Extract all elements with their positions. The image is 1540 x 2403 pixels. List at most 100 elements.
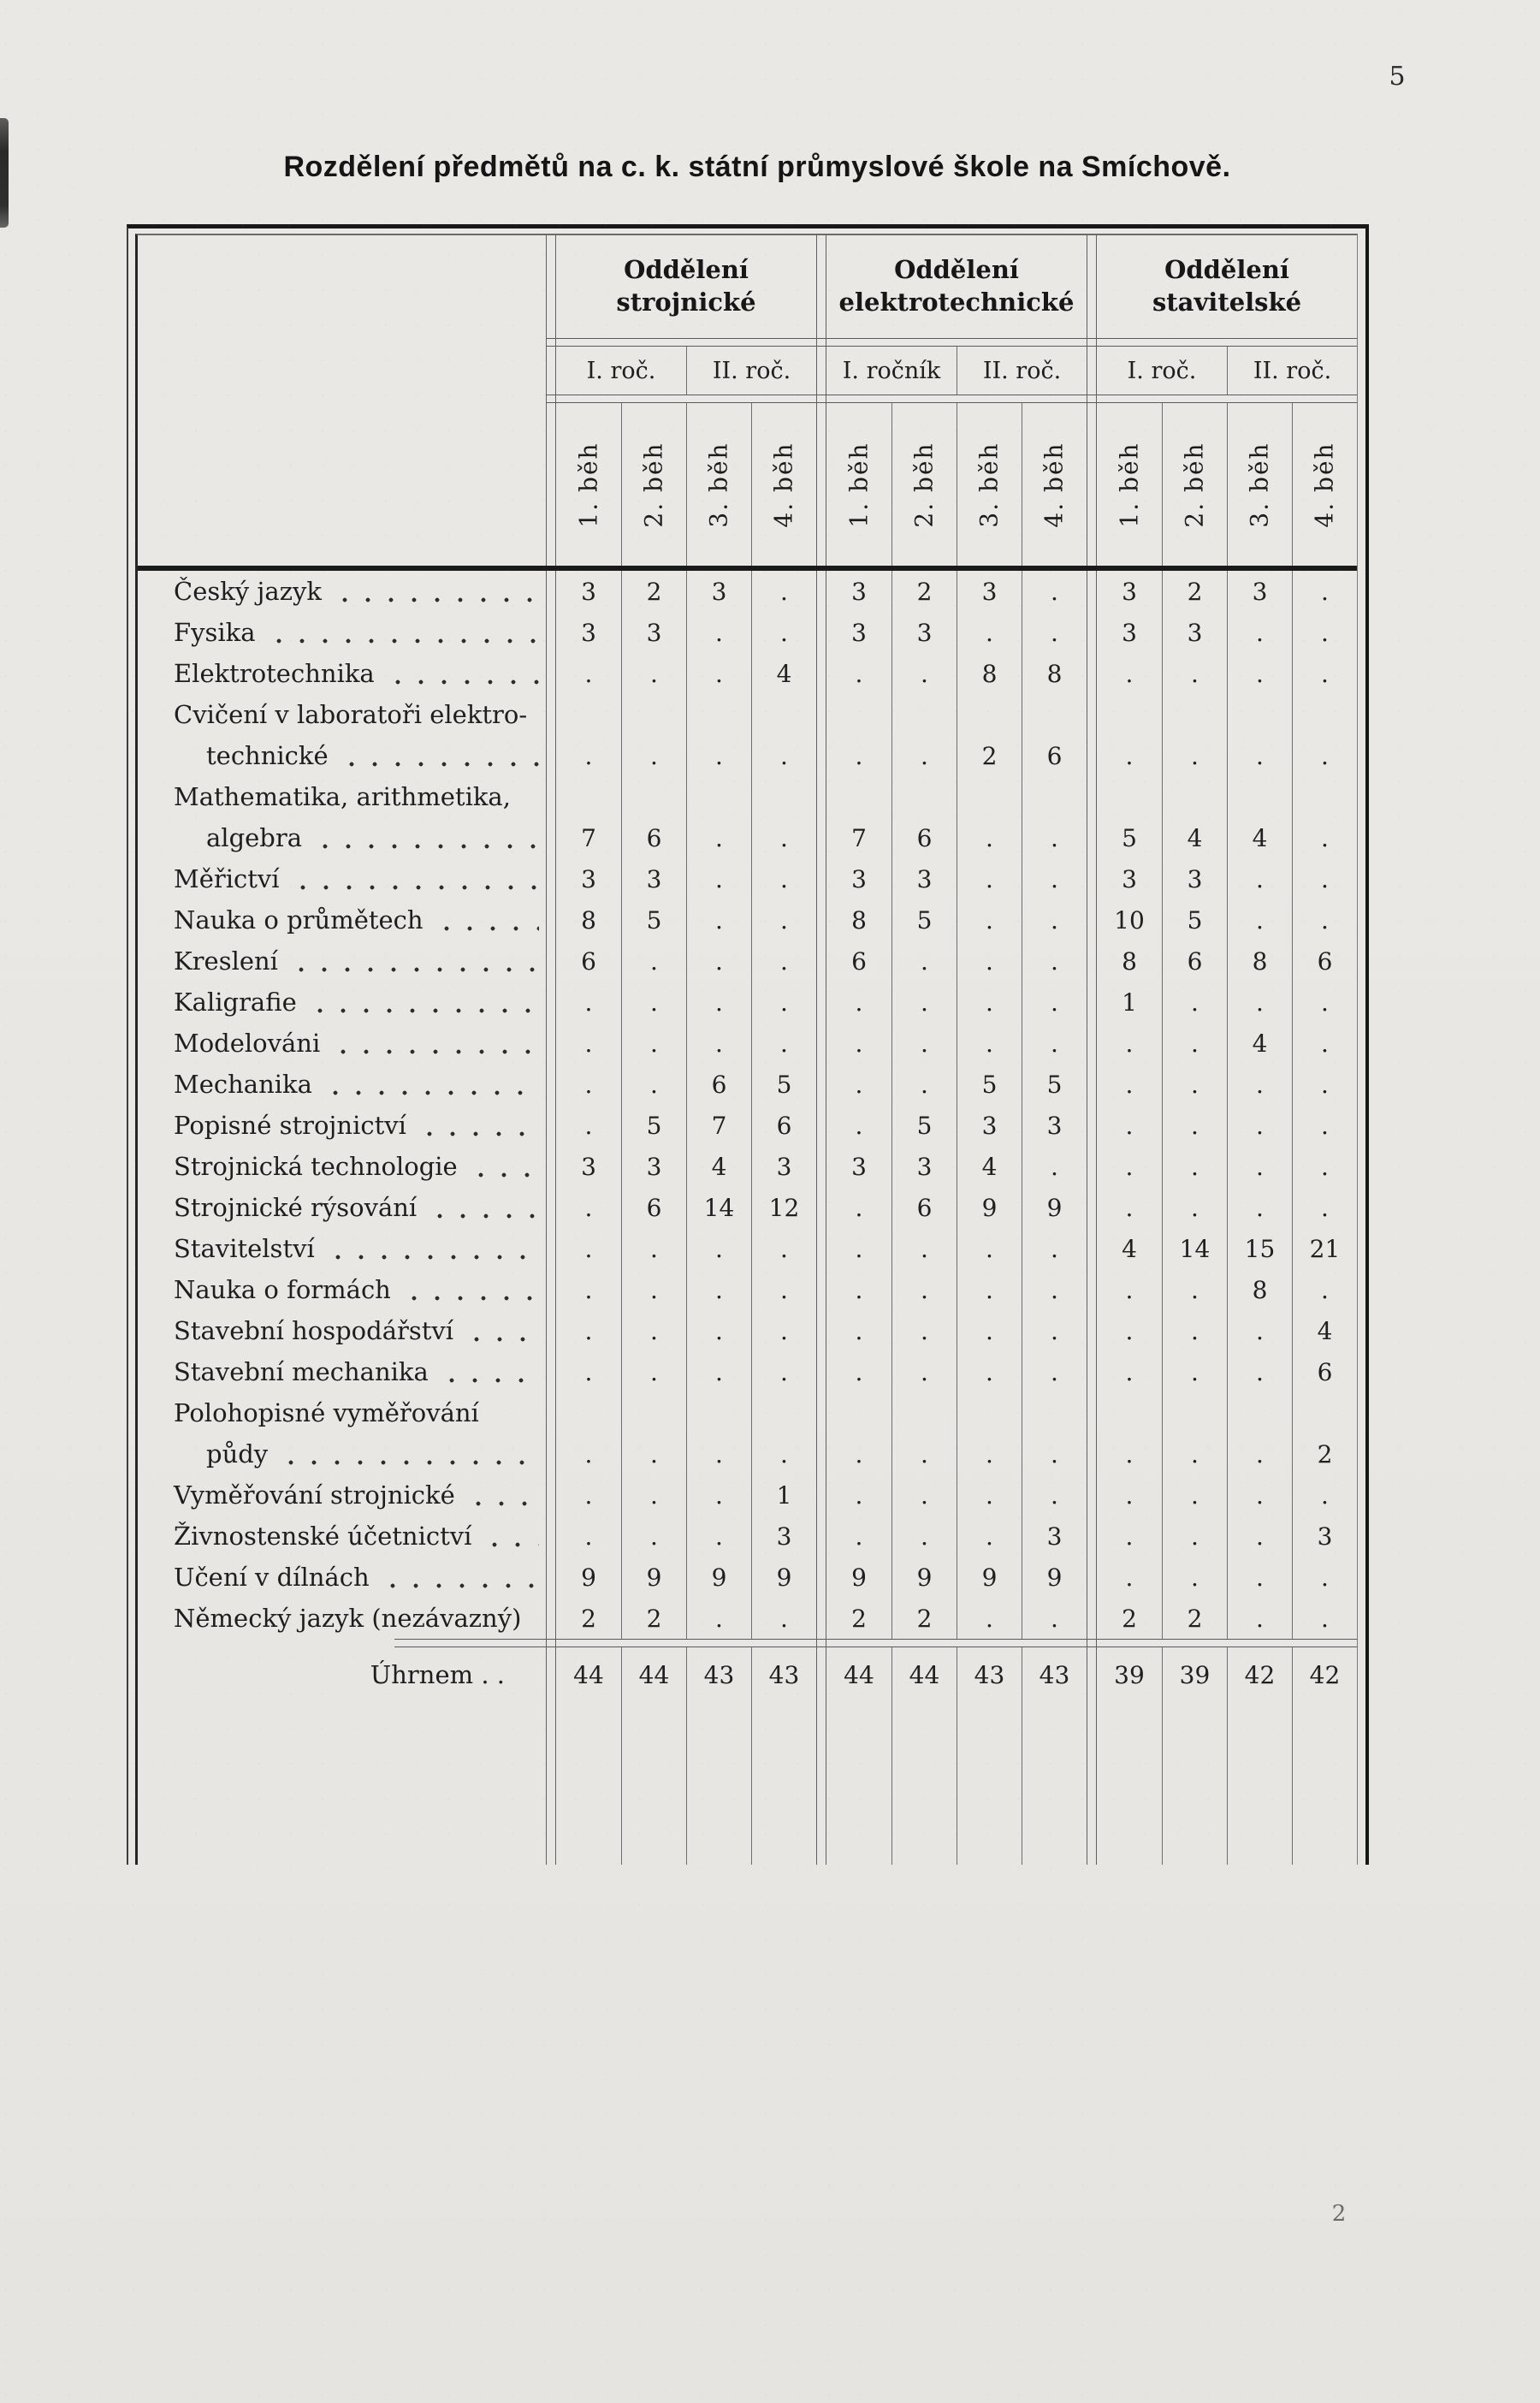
value-cell: . bbox=[556, 982, 621, 1023]
value-cell: 6 bbox=[891, 1187, 957, 1228]
column-separator bbox=[816, 571, 826, 612]
subject-row: Stavební mechanika........... 6 bbox=[138, 1351, 1357, 1392]
value-cell: . bbox=[1162, 1351, 1227, 1392]
subject-label: Mechanika bbox=[138, 1064, 546, 1105]
value-cell: . bbox=[1227, 1146, 1292, 1187]
value-cell: 9 bbox=[1022, 1557, 1087, 1598]
value: . bbox=[986, 618, 993, 647]
value-cell: . bbox=[1022, 1269, 1087, 1310]
value: 7 bbox=[851, 823, 867, 852]
value: . bbox=[1125, 659, 1134, 688]
value-cell: . bbox=[686, 776, 751, 858]
value: . bbox=[650, 1275, 658, 1304]
value: 3 bbox=[1187, 864, 1203, 893]
value-cell: 7 bbox=[556, 776, 621, 858]
document-title: Rozdělení předmětů na c. k. státní průmy… bbox=[283, 151, 1231, 183]
value-cell: 3 bbox=[751, 1516, 816, 1557]
leader-dots bbox=[333, 571, 539, 612]
value: 2 bbox=[1187, 1604, 1203, 1633]
value: . bbox=[584, 1316, 593, 1345]
column-separator bbox=[546, 1392, 556, 1474]
value: 3 bbox=[1122, 577, 1137, 606]
value: 3 bbox=[581, 618, 596, 647]
leader-dots bbox=[483, 1516, 539, 1557]
column-separator bbox=[546, 1474, 556, 1516]
value: 8 bbox=[581, 905, 596, 934]
extension-cell bbox=[1227, 1702, 1292, 1865]
total-value-cell: 43 bbox=[686, 1647, 751, 1702]
column-separator bbox=[546, 694, 556, 776]
value-cell: . bbox=[686, 1474, 751, 1516]
value: . bbox=[1051, 1604, 1058, 1633]
column-separator bbox=[546, 612, 556, 653]
value-cell: . bbox=[751, 1023, 816, 1064]
value: . bbox=[1256, 1193, 1264, 1222]
value: . bbox=[1051, 864, 1058, 893]
value: 3 bbox=[1122, 864, 1137, 893]
value: . bbox=[986, 1234, 993, 1263]
value-cell: . bbox=[957, 1474, 1022, 1516]
total-value-cell: 43 bbox=[957, 1647, 1022, 1702]
subject-label-text: Stavební mechanika bbox=[174, 1357, 429, 1386]
subject-label-line: půdy bbox=[174, 1433, 546, 1474]
value: . bbox=[855, 1480, 863, 1510]
value: 5 bbox=[776, 1070, 792, 1099]
leader-dots bbox=[326, 1228, 539, 1269]
column-separator bbox=[546, 653, 556, 694]
value: 5 bbox=[1187, 905, 1203, 934]
value-cell: 3 bbox=[1227, 571, 1292, 612]
value-cell: . bbox=[1097, 1023, 1162, 1064]
column-separator bbox=[546, 1516, 556, 1557]
value: 3 bbox=[581, 577, 596, 606]
value: . bbox=[1191, 1316, 1199, 1345]
value-cell: . bbox=[1292, 571, 1357, 612]
value-cell: . bbox=[1162, 1310, 1227, 1351]
subject-label: Modelováni bbox=[138, 1023, 546, 1064]
extension-cell bbox=[1292, 1702, 1357, 1865]
column-separator bbox=[816, 1187, 826, 1228]
value-cell: 7 bbox=[686, 1105, 751, 1146]
subject-label-text: Fysika bbox=[174, 618, 256, 647]
value: . bbox=[715, 1522, 723, 1551]
value-cell: 3 bbox=[891, 858, 957, 899]
run-header-row: 1. běh 2. běh 3. běh 4. běh 1. běh 2. běh 3. b… bbox=[138, 403, 1357, 566]
value-cell: . bbox=[686, 1228, 751, 1269]
value-cell: . bbox=[1227, 1516, 1292, 1557]
value: . bbox=[1051, 1480, 1058, 1510]
value: . bbox=[1191, 1193, 1199, 1222]
value-cell: 3 bbox=[1162, 858, 1227, 899]
leader-dots bbox=[435, 899, 539, 940]
column-separator bbox=[1087, 1228, 1097, 1269]
value: . bbox=[780, 905, 788, 934]
value: . bbox=[584, 659, 593, 688]
value: 3 bbox=[1187, 618, 1203, 647]
value: . bbox=[1191, 988, 1199, 1017]
subject-label-line: Kreslení bbox=[174, 940, 546, 982]
column-separator bbox=[546, 1064, 556, 1105]
value: . bbox=[715, 1480, 723, 1510]
subject-label: Nauka o formách bbox=[138, 1269, 546, 1310]
value: 15 bbox=[1244, 1234, 1276, 1263]
value-cell: . bbox=[891, 1474, 957, 1516]
value-cell: . bbox=[1162, 982, 1227, 1023]
total-value-cell: 42 bbox=[1227, 1647, 1292, 1702]
separator-line bbox=[1097, 338, 1357, 347]
column-separator bbox=[546, 1023, 556, 1064]
value-cell: 2 bbox=[1097, 1598, 1162, 1639]
value-cell: . bbox=[686, 653, 751, 694]
corner-cell bbox=[138, 347, 546, 395]
value: 4 bbox=[1317, 1316, 1333, 1345]
value-cell: 3 bbox=[1162, 612, 1227, 653]
value-cell: . bbox=[957, 1023, 1022, 1064]
value: . bbox=[584, 1029, 593, 1058]
value: . bbox=[1051, 577, 1058, 606]
run-header-cell: 1. běh bbox=[826, 403, 891, 566]
value: . bbox=[780, 1357, 788, 1386]
value-cell: 3 bbox=[957, 1105, 1022, 1146]
value-cell: . bbox=[556, 1023, 621, 1064]
value: . bbox=[1256, 905, 1264, 934]
value: . bbox=[921, 1070, 928, 1099]
run-label: 3. běh bbox=[705, 441, 733, 528]
column-separator bbox=[546, 1105, 556, 1146]
value: . bbox=[1051, 1316, 1058, 1345]
